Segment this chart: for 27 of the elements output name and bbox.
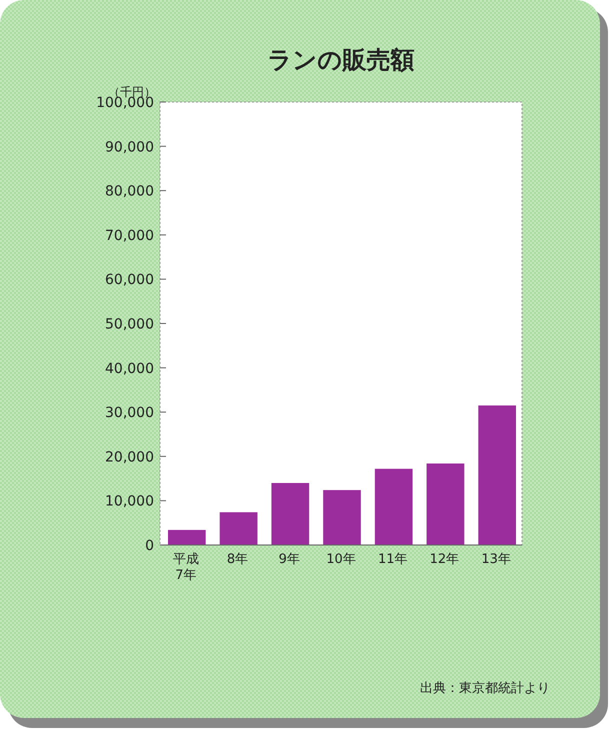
y-tick-label: 50,000: [105, 316, 154, 332]
x-tick-label: 11年: [378, 552, 408, 567]
x-tick-label: 10年: [326, 552, 356, 567]
x-tick-label: 平成7年: [172, 552, 199, 583]
y-tick-label: 70,000: [105, 228, 154, 244]
y-tick-label: 60,000: [105, 272, 154, 288]
bar: [374, 468, 413, 545]
y-tick-label: 80,000: [105, 184, 154, 200]
y-tick-label: 100,000: [96, 95, 154, 111]
y-tick-label: 90,000: [105, 139, 154, 156]
x-tick-label: 13年: [481, 552, 511, 567]
y-tick-label: 40,000: [105, 360, 154, 377]
bar: [426, 463, 464, 545]
x-tick-label: 8年: [226, 552, 248, 567]
y-tick-label: 0: [145, 538, 154, 554]
source-note: 出典：東京都統計より: [420, 681, 550, 696]
x-tick-label: 9年: [278, 552, 300, 567]
bar: [271, 482, 310, 545]
bar: [323, 490, 361, 545]
y-tick-label: 10,000: [105, 494, 154, 510]
y-tick-label: 30,000: [105, 405, 154, 422]
bar: [220, 512, 258, 545]
bar: [168, 530, 206, 545]
chart-title: ランの販売額: [268, 46, 414, 74]
bar: [478, 405, 516, 545]
x-tick-label: 12年: [430, 552, 460, 567]
y-tick-label: 20,000: [105, 449, 154, 466]
